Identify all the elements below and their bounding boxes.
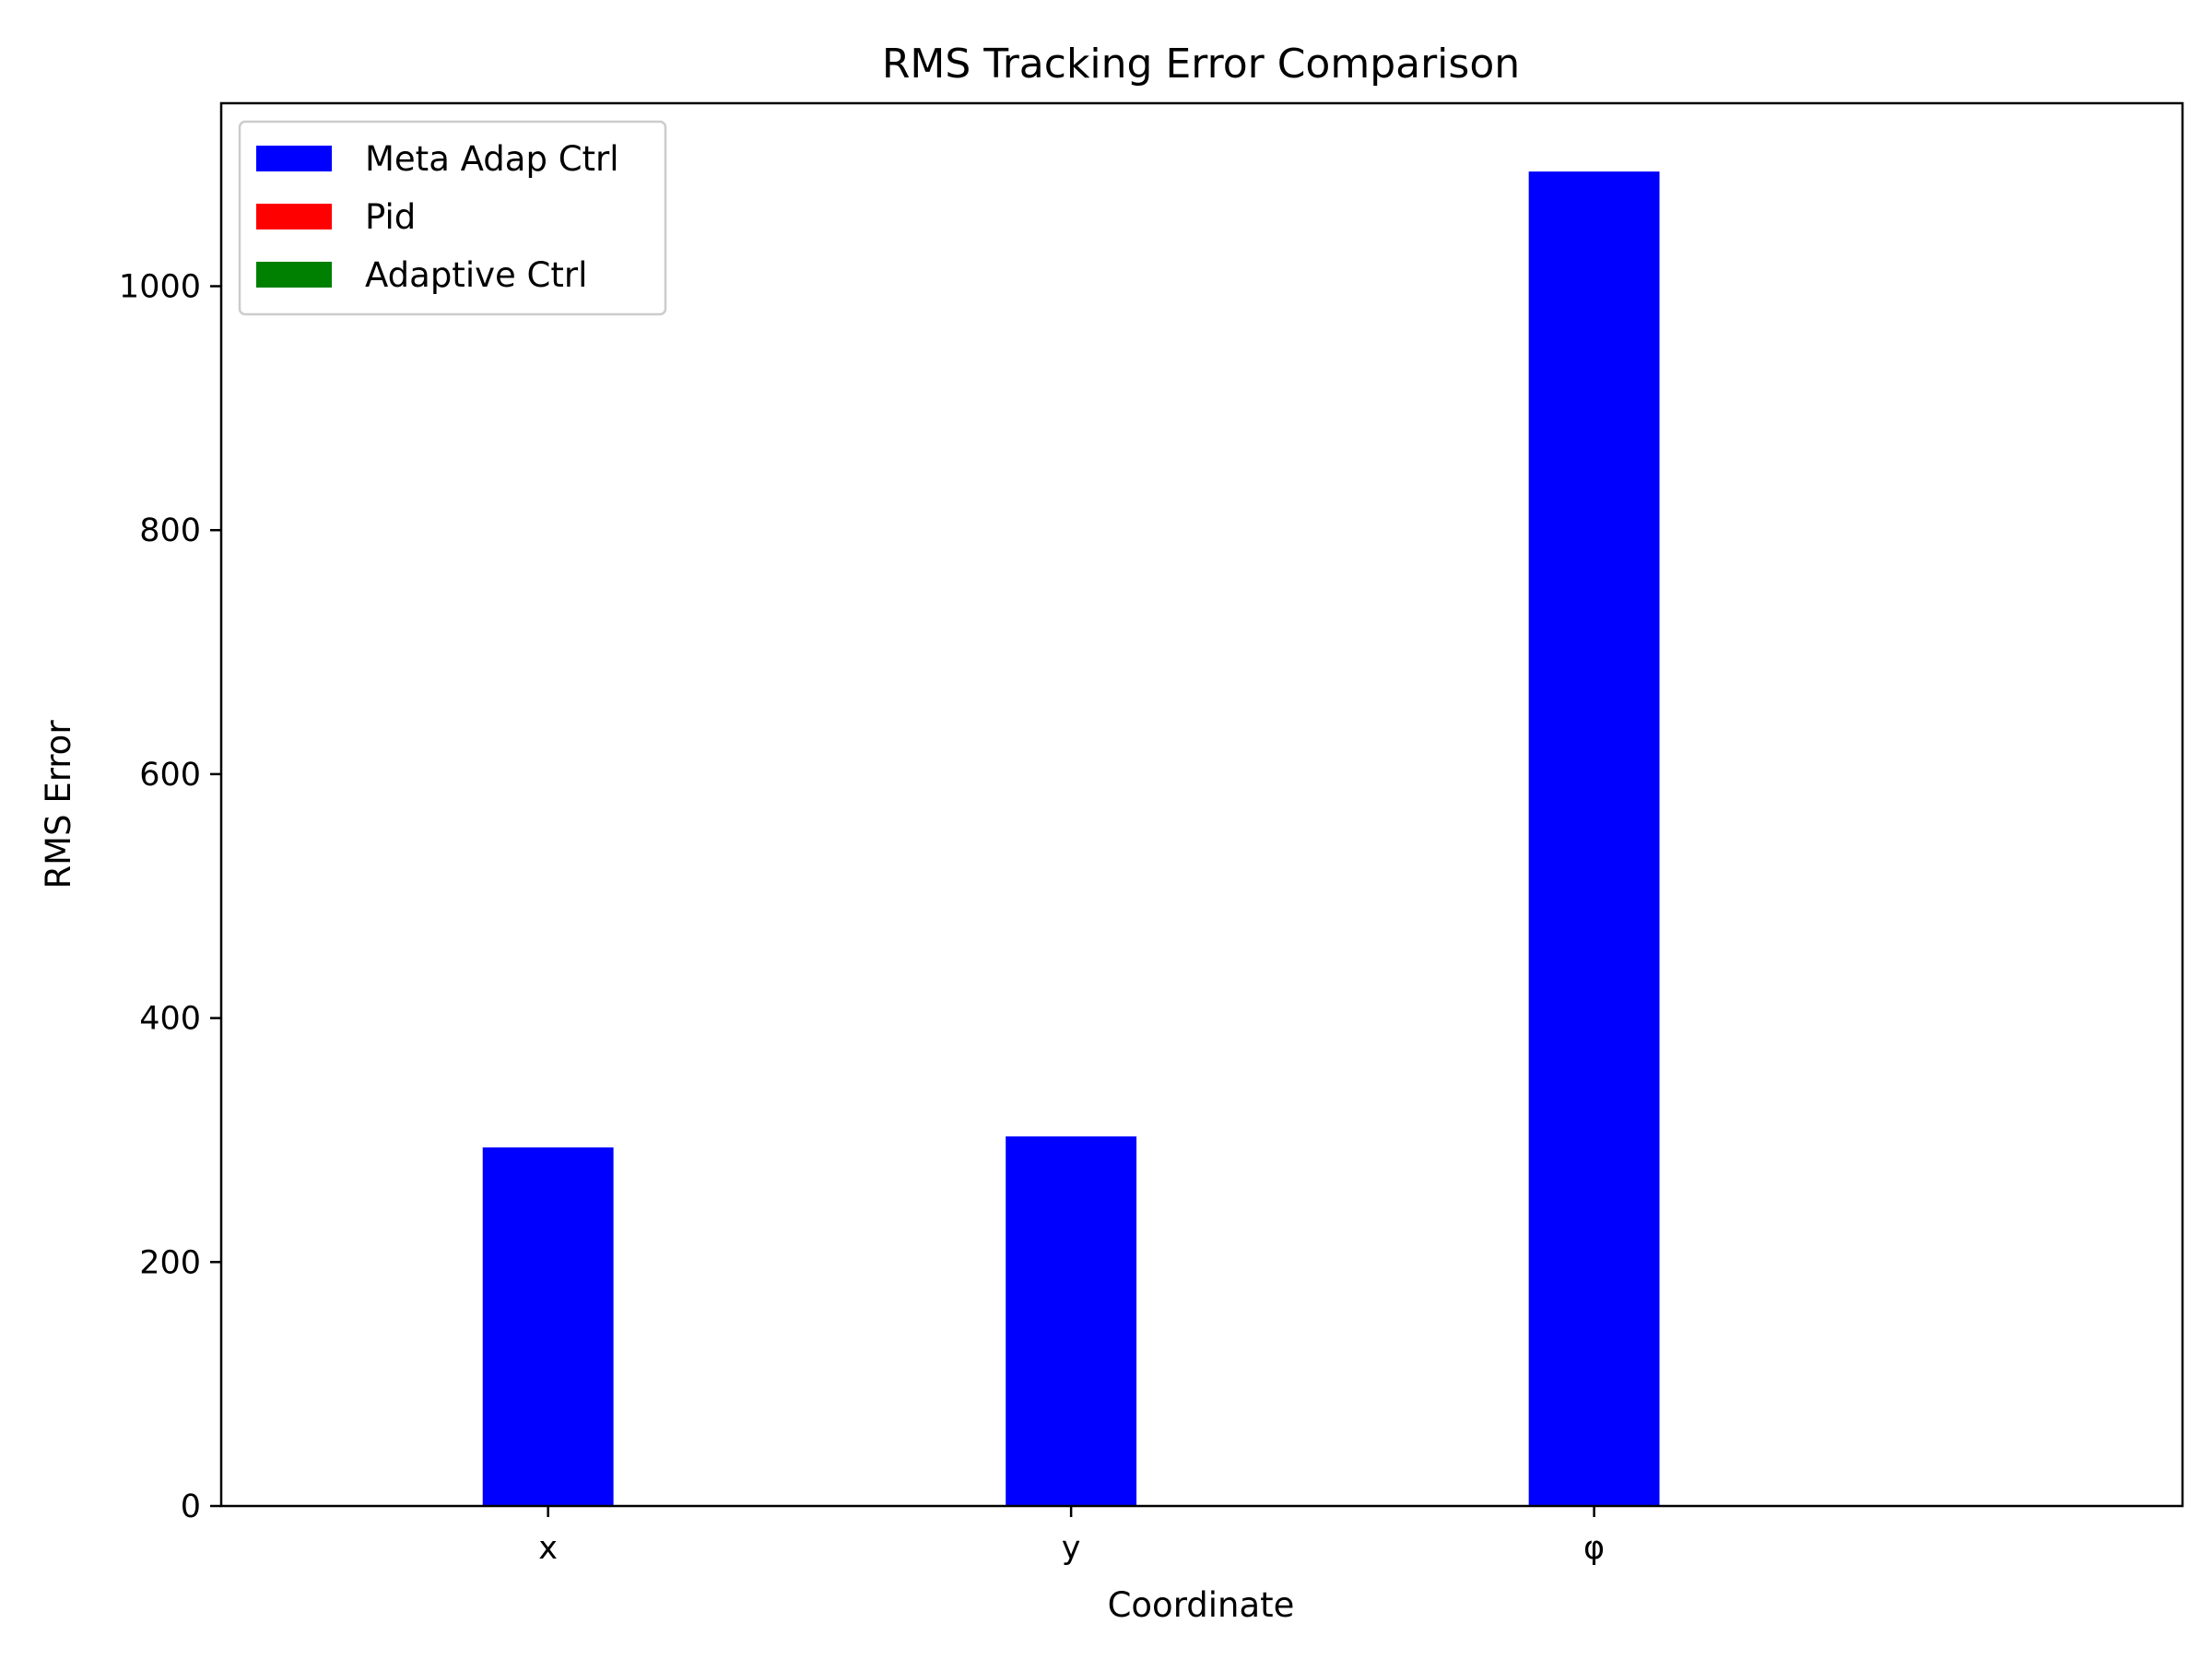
legend: Meta Adap Ctrl Pid Adaptive Ctrl	[238, 120, 667, 316]
y-axis-ticks: 0 200 400 600 800 1000	[119, 269, 221, 1525]
y-axis-label: RMS Error	[39, 720, 78, 889]
legend-label-pid: Pid	[365, 197, 416, 237]
bar-meta-adap-ctrl-2	[1528, 171, 1660, 1507]
y-tick-label: 800	[139, 512, 201, 549]
y-tick-label: 200	[139, 1244, 201, 1281]
y-tick-label: 600	[139, 757, 201, 794]
bar-meta-adap-ctrl-1	[1006, 1135, 1137, 1506]
legend-label-meta-adap-ctrl: Meta Adap Ctrl	[365, 139, 619, 179]
x-tick-label: φ	[1583, 1530, 1605, 1567]
x-tick-label: y	[1062, 1530, 1081, 1567]
legend-swatch-meta-adap-ctrl	[256, 146, 332, 171]
legend-swatch-pid	[256, 204, 332, 229]
x-axis-label: Coordinate	[1108, 1585, 1295, 1625]
legend-frame	[238, 120, 667, 316]
y-tick-label: 400	[139, 1001, 201, 1038]
bar-meta-adap-ctrl-0	[482, 1147, 614, 1506]
x-tick-label: x	[538, 1530, 558, 1567]
plot-frame	[219, 101, 2184, 1508]
bars-layer	[482, 171, 1660, 1507]
y-tick-label: 0	[181, 1488, 201, 1525]
chart-title: RMS Tracking Error Comparison	[882, 41, 1520, 88]
legend-label-adaptive-ctrl: Adaptive Ctrl	[365, 255, 587, 295]
y-tick-label: 1000	[119, 269, 201, 306]
legend-swatch-adaptive-ctrl	[256, 262, 332, 288]
